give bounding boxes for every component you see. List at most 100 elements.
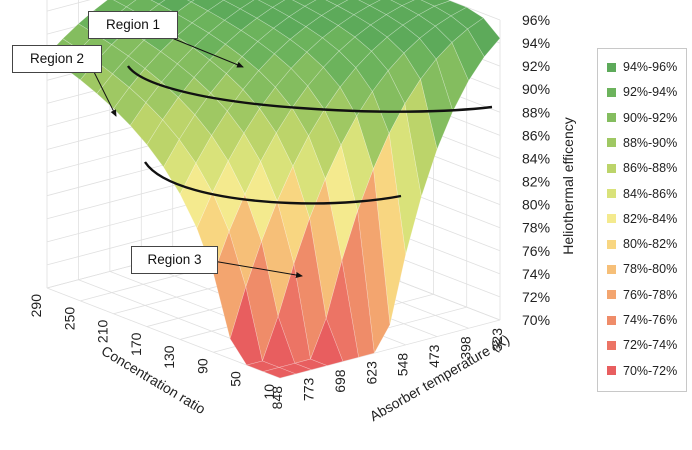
legend-swatch [607,189,616,198]
surface-cell [257,0,286,8]
surface-cell [310,317,344,366]
legend-item: 74%-76% [607,312,677,328]
legend-swatch [607,340,616,350]
legend-swatch [607,87,616,97]
x-tick-label: 848 [269,386,285,410]
legend-label: 74%-76% [623,313,678,327]
x-axis-tick-labels: 848 773 698 623 548 473 398 323 [269,328,505,410]
surface-cell [402,14,436,39]
z-axis-tick-labels: 70% 72% 74% 76% 78% 80% 82% 84% 86% 88% 90% 92% 94% 9… [522,12,550,328]
callout-arrows [91,33,303,278]
region-1-arrow [161,33,244,68]
x-tick-label: 773 [300,378,316,402]
y-tick-label: 290 [28,294,44,318]
x-tick-label: 473 [426,344,442,368]
legend-item: 86%-88% [607,160,677,176]
surface-cell [113,87,147,126]
legend-swatch [607,163,616,173]
region-boundary-lines [127,65,493,205]
legend-swatch [607,239,616,249]
y-axis-tick-labels: 10 50 90 130 170 210 250 290 [28,294,277,400]
region-2-callout: Region 2 [12,45,102,73]
surface-cell [451,28,485,82]
surface-cell [322,50,357,88]
z-tick-label: 90% [522,81,550,97]
legend-item: 94%-96% [607,59,677,75]
z-tick-label: 82% [522,174,550,190]
legend-label: 72%-74% [623,338,678,353]
surface-cell [129,102,163,146]
legend-swatch [607,264,616,274]
legend-swatch [607,290,616,300]
surface-cell [186,0,195,3]
z-tick-label: 78% [522,220,550,236]
region-2-label: Region 2 [29,51,85,66]
surface-cell [341,210,375,358]
z-tick-label: 94% [522,35,550,51]
legend-swatch [607,62,616,72]
region-3-callout: Region 3 [131,246,218,274]
z-tick-label: 72% [522,289,550,305]
efficiency-surface [46,0,501,379]
region-3-label: Region 3 [147,252,202,267]
region-1-callout: Region 1 [88,11,178,39]
z-tick-label: 80% [522,197,550,213]
legend-item: 88%-90% [607,135,677,151]
surface-cell [353,5,387,26]
surface-cell [174,1,209,24]
surface-cell [245,360,281,372]
surface-cell [292,135,326,220]
legend-swatch [607,366,616,376]
legend-swatch [607,138,616,148]
legend-item: 70%-72% [607,363,677,379]
legend-label: 82%-84% [623,211,678,226]
y-tick-label: 50 [228,371,244,387]
surface-cell [278,362,313,375]
y-axis-label: Concentration ratio [99,342,209,417]
legend-item: 78%-80% [607,261,677,277]
legend-item: 76%-78% [607,287,677,303]
legend-label: 88%-90% [623,135,678,150]
surface-cell [273,39,308,69]
surface-cell [262,315,296,368]
legend-item: 92%-94% [607,84,677,100]
legend-item: 84%-86% [607,186,677,202]
region-3-arrow [212,260,303,278]
region-2-boundary-line [143,161,402,205]
z-tick-label: 76% [522,243,550,259]
z-tick-label: 92% [522,58,550,74]
z-tick-label: 74% [522,266,550,282]
surface-cell [195,134,229,194]
legend-label: 86%-88% [623,161,678,176]
legend-label: 80%-82% [623,237,678,252]
surface-cell [125,0,160,17]
legend-label: 76%-78% [623,287,678,302]
surface-cell [242,70,276,110]
x-tick-label: 623 [363,361,379,385]
y-tick-label: 210 [95,320,111,344]
surface-cell [150,0,166,5]
surface-cell [372,70,406,135]
legend-label: 84%-86% [623,186,678,201]
z-axis-label: Heliothermal efficency [560,117,576,254]
legend-label: 94%-96% [623,60,678,74]
surface-cell [146,119,180,168]
z-tick-label: 70% [522,312,550,328]
legend-swatch [607,214,616,224]
legend-item: 90%-92% [607,110,677,126]
legend-label: 92%-94% [623,85,678,100]
region-2-arrow [91,67,117,117]
region-1-label: Region 1 [105,17,161,32]
legend-swatch [607,315,616,325]
surface-cell [213,230,247,340]
surface-cell [293,358,329,371]
x-tick-label: 698 [332,369,348,393]
chart-legend: 94%-96% 92%-94% 90%-92% 88%-90% 86%-88% 84%-8… [597,48,687,392]
surface-cell [229,285,263,366]
surface-cell [96,73,130,110]
surface-cell [179,162,213,229]
y-tick-label: 130 [161,345,177,369]
z-tick-label: 84% [522,150,550,166]
x-tick-label: 323 [489,328,505,352]
